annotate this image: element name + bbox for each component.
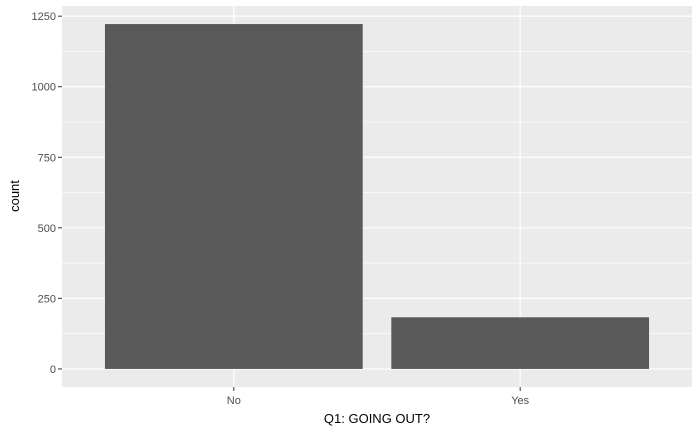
y-tick-label: 1000 [32,82,56,94]
y-tick-label: 750 [38,152,56,164]
y-axis-ticks: 0 250 500 750 1000 1250 [32,11,62,376]
y-tick-label: 0 [50,364,56,376]
bars [104,24,650,369]
y-tick-label: 1250 [32,11,56,23]
x-tick-label: No [227,395,241,407]
bar-yes [391,317,650,369]
y-tick-label: 500 [38,223,56,235]
x-axis-ticks: No Yes [227,387,530,407]
x-tick-label: Yes [511,395,529,407]
y-axis-title: count [7,180,22,212]
x-axis-title: Q1: GOING OUT? [324,411,430,426]
bar-no [104,24,363,369]
y-tick-label: 250 [38,293,56,305]
